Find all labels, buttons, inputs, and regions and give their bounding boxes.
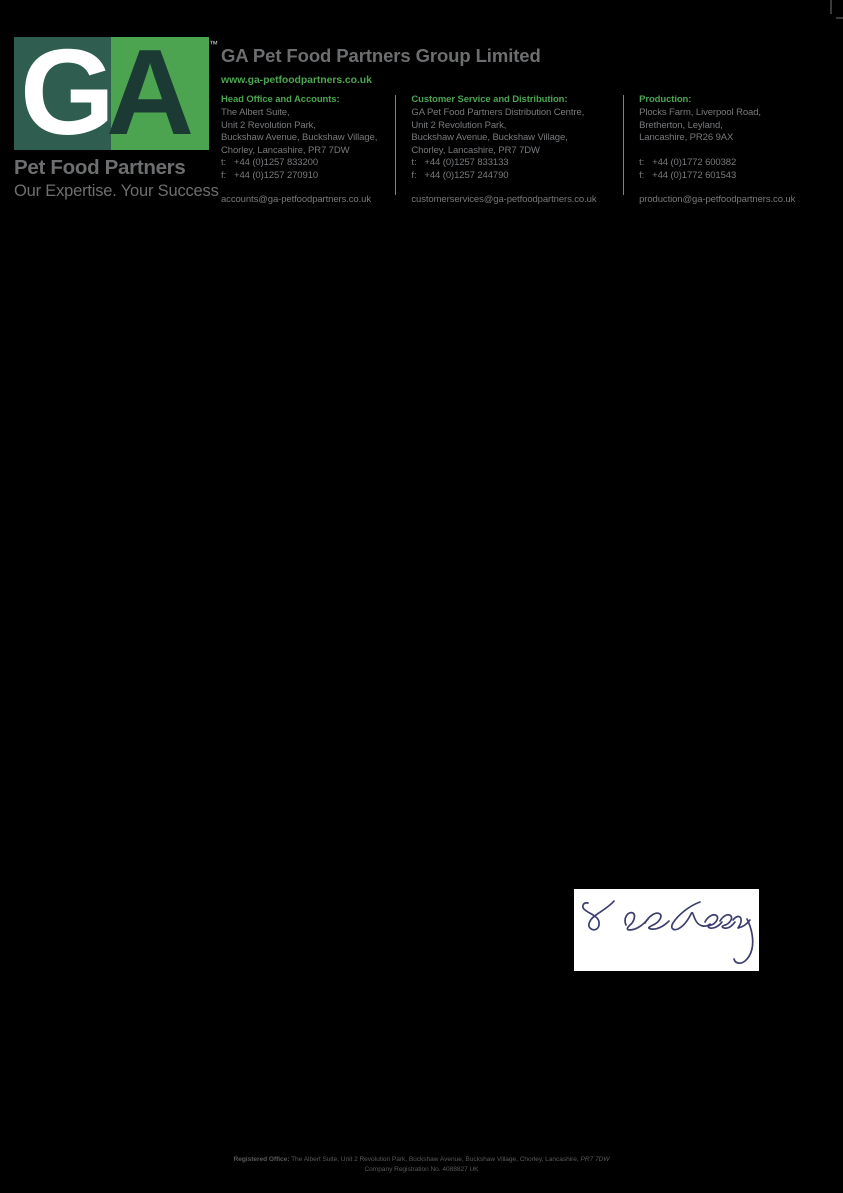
fax-row: f: +44 (0)1772 601543: [639, 170, 807, 183]
address-line: Unit 2 Revolution Park,: [221, 119, 316, 131]
address-line: GA Pet Food Partners Distribution Centre…: [411, 107, 585, 118]
footer-registered-office-postcode: PR7 7DW: [580, 1156, 610, 1163]
logo-mark-icon: G A ™: [14, 24, 218, 160]
logo-panel-dark: [14, 37, 111, 150]
logo-company-name: Pet Food Partners: [14, 156, 186, 179]
footer: Registered Office: The Albert Suite, Uni…: [0, 1155, 843, 1175]
telephone-number: +44 (0)1772 600382: [652, 157, 737, 169]
footer-registered-office-label: Registered Office:: [233, 1156, 290, 1163]
address-line: Buckshaw Avenue, Buckshaw Village,: [221, 132, 378, 144]
email-link[interactable]: accounts@ga-petfoodpartners.co.uk: [221, 193, 371, 205]
logo-panel-light: [111, 37, 209, 150]
fax-number: +44 (0)1772 601543: [652, 169, 737, 181]
address-line: Lancashire, PR26 9AX: [639, 132, 734, 144]
contact-column-customer-service: Customer Service and Distribution: GA Pe…: [395, 94, 623, 205]
telephone-number: +44 (0)1257 833200: [234, 157, 319, 169]
fax-label: f:: [639, 169, 645, 181]
telephone-label: t:: [411, 157, 417, 169]
contact-details: Head Office and Accounts: The Albert Sui…: [221, 94, 821, 205]
telephone-number: +44 (0)1257 833133: [424, 157, 509, 169]
crop-mark-horizontal-icon: [836, 17, 843, 19]
logo-tagline: Our Expertise. Your Success: [14, 182, 219, 200]
telephone-row: t: +44 (0)1772 600382: [639, 157, 807, 170]
email-link[interactable]: production@ga-petfoodpartners.co.uk: [639, 193, 796, 205]
spacer: [639, 145, 807, 158]
address-line: Chorley, Lancashire, PR7 7DW: [411, 144, 540, 156]
footer-registered-office-address: The Albert Suite, Unit 2 Revolution Park…: [291, 1156, 579, 1163]
contact-heading: Customer Service and Distribution:: [411, 94, 568, 105]
telephone-label: t:: [639, 157, 645, 169]
footer-registered-office: Registered Office: The Albert Suite, Uni…: [0, 1155, 843, 1165]
fax-row: f: +44 (0)1257 270910: [221, 170, 381, 183]
address-line: The Albert Suite,: [221, 107, 290, 118]
contact-heading: Head Office and Accounts:: [221, 94, 340, 105]
print-registration-marks: [0, 0, 843, 30]
company-website-link[interactable]: www.ga-petfoodpartners.co.uk: [221, 74, 372, 86]
telephone-row: t: +44 (0)1257 833133: [411, 157, 609, 170]
contact-heading: Production:: [639, 94, 692, 105]
fax-number: +44 (0)1257 270910: [234, 169, 319, 181]
trademark-icon: ™: [209, 39, 218, 49]
fax-label: f:: [411, 169, 417, 181]
footer-company-registration: Company Registration No. 4088827 UK: [364, 1166, 479, 1173]
fax-row: f: +44 (0)1257 244790: [411, 170, 609, 183]
address-line: Bretherton, Leyland,: [639, 119, 723, 131]
company-logo: G A ™ Pet Food Partners Our Expertise. Y…: [14, 24, 219, 201]
address-line: Unit 2 Revolution Park,: [411, 119, 507, 131]
telephone-label: t:: [221, 157, 227, 169]
contact-column-head-office: Head Office and Accounts: The Albert Sui…: [221, 94, 395, 205]
fax-number: +44 (0)1257 244790: [424, 169, 509, 181]
page-title: GA Pet Food Partners Group Limited: [221, 45, 541, 66]
telephone-row: t: +44 (0)1257 833200: [221, 157, 381, 170]
fax-label: f:: [221, 169, 227, 181]
signature-image: [574, 889, 759, 971]
address-line: Plocks Farm, Liverpool Road,: [639, 107, 761, 118]
address-line: Buckshaw Avenue, Buckshaw Village,: [411, 132, 568, 144]
email-link[interactable]: customerservices@ga-petfoodpartners.co.u…: [411, 193, 597, 205]
contact-column-production: Production: Plocks Farm, Liverpool Road,…: [623, 94, 821, 205]
address-line: Chorley, Lancashire, PR7 7DW: [221, 144, 350, 156]
logo-letter-g: G: [20, 24, 115, 160]
logo-letter-a: A: [106, 24, 194, 160]
crop-mark-vertical-icon: [830, 0, 832, 14]
